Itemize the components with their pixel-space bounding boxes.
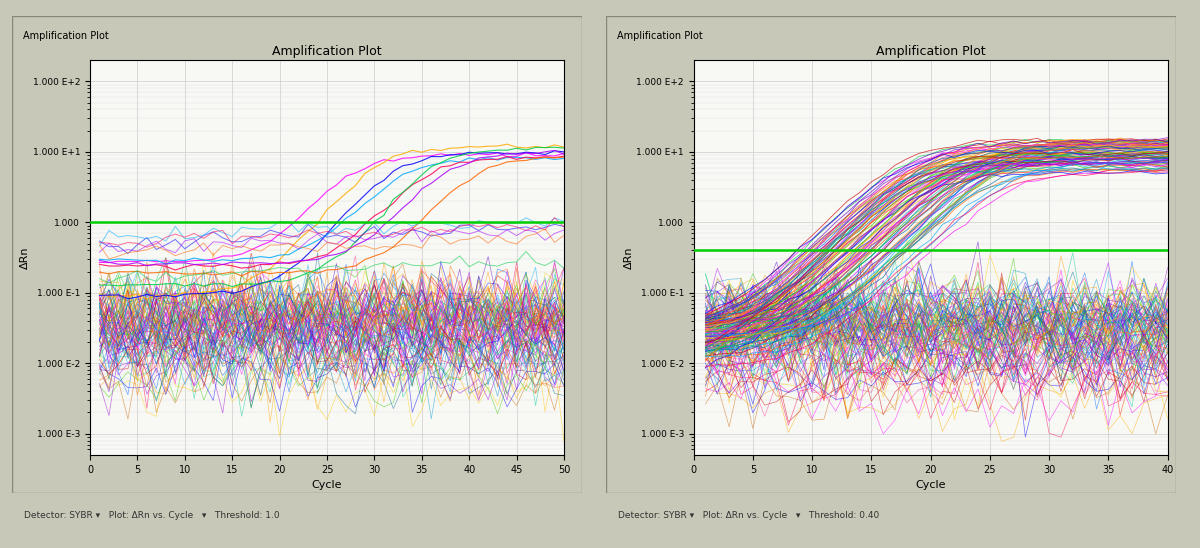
X-axis label: Cycle: Cycle	[312, 480, 342, 490]
Y-axis label: ΔRn: ΔRn	[20, 246, 30, 269]
Y-axis label: ΔRn: ΔRn	[624, 246, 634, 269]
Text: Amplification Plot: Amplification Plot	[24, 31, 109, 41]
Title: Amplification Plot: Amplification Plot	[272, 45, 382, 58]
Text: Detector: SYBR ▾   Plot: ΔRn vs. Cycle   ▾   Threshold: 1.0: Detector: SYBR ▾ Plot: ΔRn vs. Cycle ▾ T…	[24, 511, 280, 520]
Title: Amplification Plot: Amplification Plot	[876, 45, 985, 58]
X-axis label: Cycle: Cycle	[916, 480, 946, 490]
Text: Detector: SYBR ▾   Plot: ΔRn vs. Cycle   ▾   Threshold: 0.40: Detector: SYBR ▾ Plot: ΔRn vs. Cycle ▾ T…	[618, 511, 880, 520]
Text: Amplification Plot: Amplification Plot	[618, 31, 703, 41]
